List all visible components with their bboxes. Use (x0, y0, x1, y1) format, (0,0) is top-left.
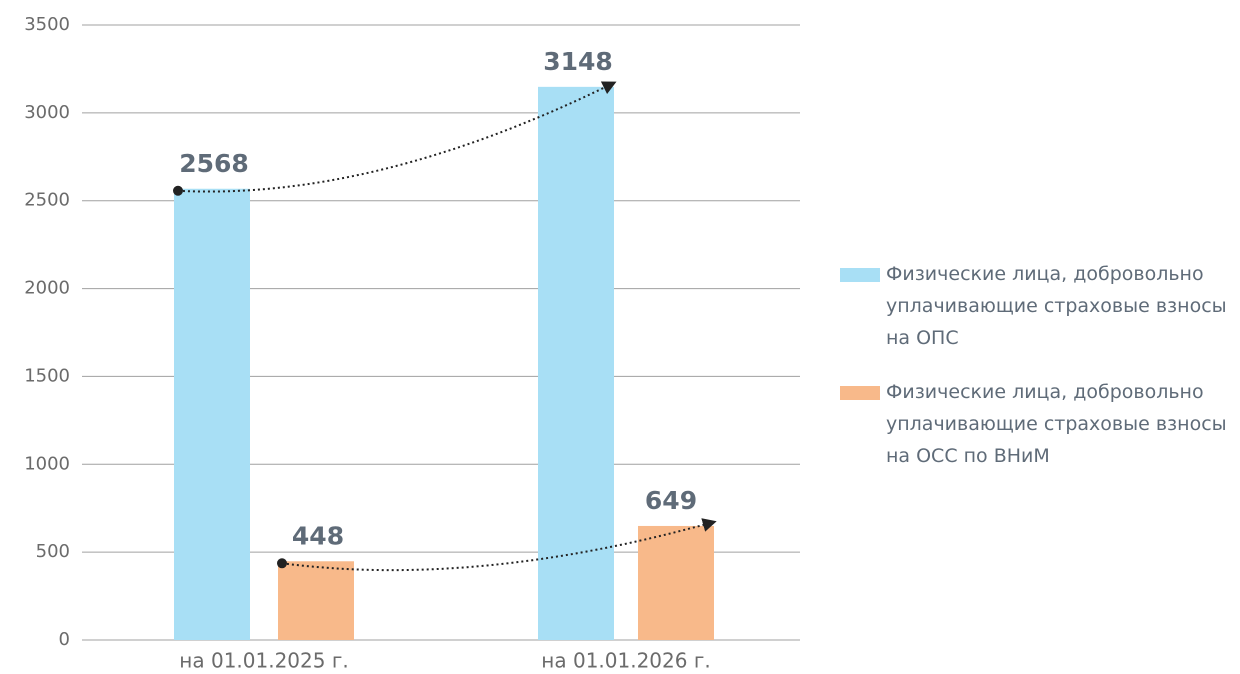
bar (174, 188, 250, 640)
value-label: 649 (645, 486, 697, 515)
x-tick-label: на 01.01.2026 г. (541, 649, 710, 673)
x-tick-label: на 01.01.2025 г. (179, 649, 348, 673)
legend-swatch (840, 268, 880, 282)
value-label: 2568 (179, 149, 249, 178)
bar (278, 561, 354, 640)
y-tick-label: 1500 (24, 365, 70, 386)
trend-dot (277, 558, 287, 569)
legend: Физические лица, добровольно уплачивающи… (840, 258, 1235, 494)
bar (638, 525, 714, 640)
y-tick-label: 1000 (24, 453, 70, 474)
y-tick-label: 2500 (24, 190, 70, 211)
y-tick-label: 2000 (24, 278, 70, 299)
value-label: 448 (292, 521, 344, 550)
y-tick-label: 500 (36, 541, 70, 562)
legend-item: Физические лица, добровольно уплачивающи… (840, 376, 1235, 472)
trend-dot (173, 185, 183, 196)
bar (538, 86, 614, 640)
y-tick-label: 3500 (24, 14, 70, 35)
legend-swatch (840, 386, 880, 400)
legend-label: Физические лица, добровольно уплачивающи… (886, 263, 1227, 349)
y-tick-label: 0 (59, 629, 70, 650)
y-tick-label: 3000 (24, 102, 70, 123)
trend-arrow (281, 518, 717, 572)
value-label: 3148 (543, 47, 613, 76)
legend-item: Физические лица, добровольно уплачивающи… (840, 258, 1235, 354)
legend-label: Физические лица, добровольно уплачивающи… (886, 381, 1227, 467)
